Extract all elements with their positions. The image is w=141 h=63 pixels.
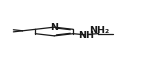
Text: NH: NH: [78, 31, 94, 40]
Text: N: N: [50, 23, 58, 32]
Text: NH₂: NH₂: [89, 26, 109, 35]
